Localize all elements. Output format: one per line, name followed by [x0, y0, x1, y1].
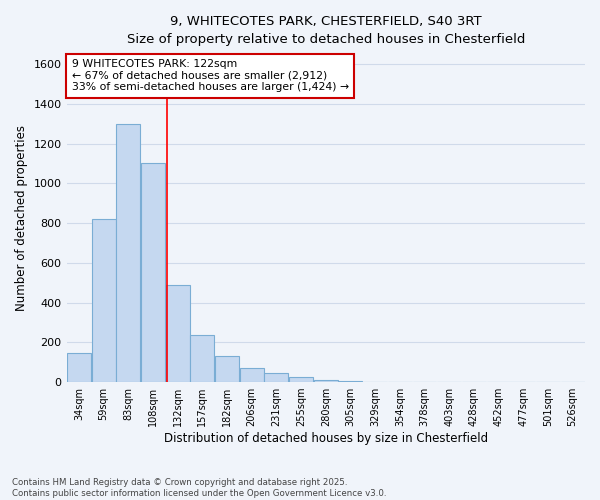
Text: Contains HM Land Registry data © Crown copyright and database right 2025.
Contai: Contains HM Land Registry data © Crown c…	[12, 478, 386, 498]
X-axis label: Distribution of detached houses by size in Chesterfield: Distribution of detached houses by size …	[164, 432, 488, 445]
Bar	[215, 356, 239, 382]
Bar	[116, 124, 140, 382]
Bar	[240, 368, 263, 382]
Bar	[265, 372, 289, 382]
Bar	[141, 164, 165, 382]
Bar	[92, 219, 116, 382]
Bar	[190, 336, 214, 382]
Y-axis label: Number of detached properties: Number of detached properties	[15, 125, 28, 311]
Bar	[314, 380, 338, 382]
Text: 9 WHITECOTES PARK: 122sqm
← 67% of detached houses are smaller (2,912)
33% of se: 9 WHITECOTES PARK: 122sqm ← 67% of detac…	[72, 59, 349, 92]
Bar	[289, 377, 313, 382]
Bar	[67, 352, 91, 382]
Bar	[166, 284, 190, 382]
Title: 9, WHITECOTES PARK, CHESTERFIELD, S40 3RT
Size of property relative to detached : 9, WHITECOTES PARK, CHESTERFIELD, S40 3R…	[127, 15, 525, 46]
